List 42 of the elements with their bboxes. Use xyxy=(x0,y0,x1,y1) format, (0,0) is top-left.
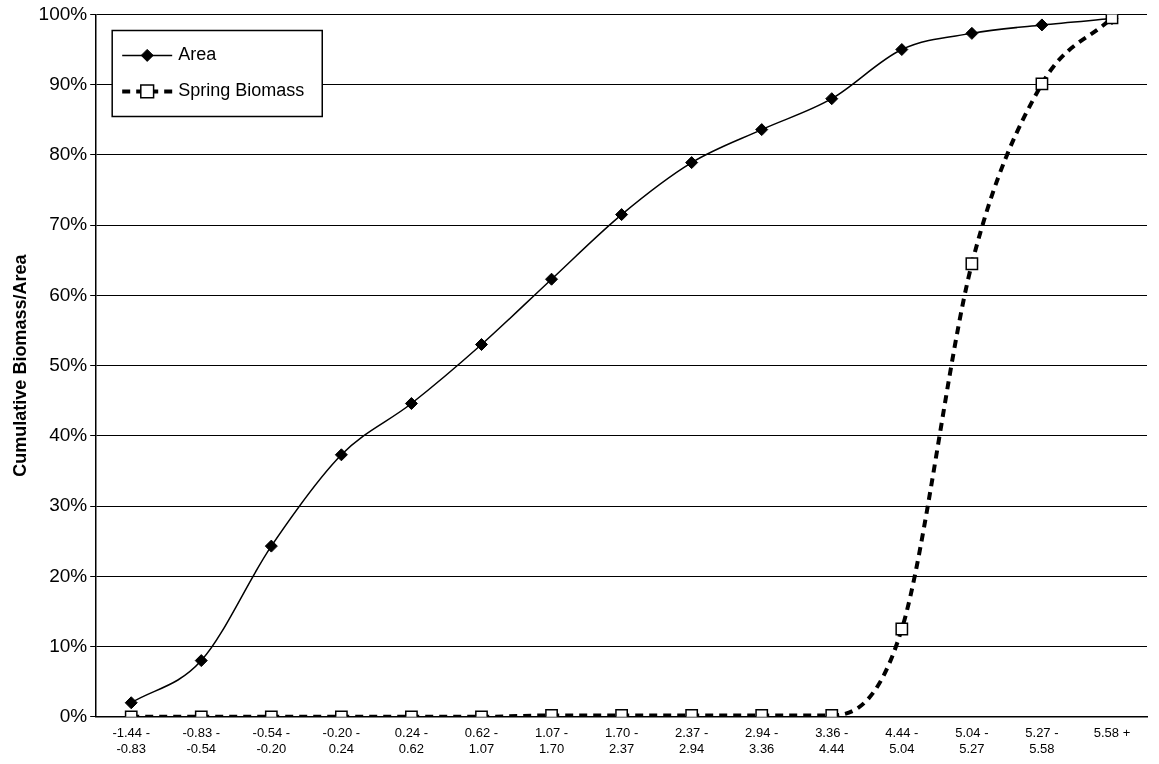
point xyxy=(334,448,348,462)
y-axis-title: Cumulative Biomass/Area xyxy=(9,253,30,477)
x-tick-label: 1.07 - 1.70 xyxy=(534,725,569,756)
point xyxy=(895,43,909,57)
y-tick-label: 20% xyxy=(49,564,88,586)
y-tick-label: 60% xyxy=(49,283,88,305)
point xyxy=(474,338,488,352)
x-tick-label: 0.24 - 0.62 xyxy=(394,725,429,756)
x-tick-label: -0.20 - 0.24 xyxy=(322,725,361,756)
x-tick-label: 2.94 - 3.36 xyxy=(745,725,779,756)
point xyxy=(1035,18,1049,32)
x-tick-label: 1.70 - 2.37 xyxy=(604,725,639,756)
legend-label: Spring Biomass xyxy=(178,80,305,101)
y-tick-label: 50% xyxy=(49,353,88,375)
point xyxy=(825,92,839,106)
y-tick-label: 100% xyxy=(38,2,88,24)
x-tick-label: 5.58 + xyxy=(1093,725,1131,741)
x-tick-label: 0.62 - 1.07 xyxy=(464,725,499,756)
y-tick-label: 40% xyxy=(49,424,88,446)
x-tick-label: -0.54 - -0.20 xyxy=(252,725,291,756)
point xyxy=(685,156,699,170)
point xyxy=(404,397,418,411)
x-tick-label: 4.44 - 5.04 xyxy=(885,725,919,756)
x-tick-label: 3.36 - 4.44 xyxy=(815,725,849,756)
x-tick-label: 2.37 - 2.94 xyxy=(675,725,709,756)
point xyxy=(755,123,769,137)
y-tick-label: 0% xyxy=(59,705,88,727)
point xyxy=(965,257,979,271)
x-tick-label: 5.27 - 5.58 xyxy=(1025,725,1059,756)
y-tick-label: 80% xyxy=(49,143,88,165)
x-tick-label: 5.04 - 5.27 xyxy=(955,725,989,756)
point xyxy=(545,272,559,286)
y-tick-label: 30% xyxy=(49,494,88,516)
y-tick-label: 70% xyxy=(49,213,88,235)
point xyxy=(264,539,278,553)
y-tick-label: 10% xyxy=(49,634,88,656)
x-tick-label: -1.44 - -0.83 xyxy=(112,725,151,756)
point xyxy=(615,208,629,222)
point xyxy=(965,26,979,40)
x-tick-label: -0.83 - -0.54 xyxy=(182,725,221,756)
legend-label: Area xyxy=(178,44,218,65)
y-tick-label: 90% xyxy=(49,72,88,94)
